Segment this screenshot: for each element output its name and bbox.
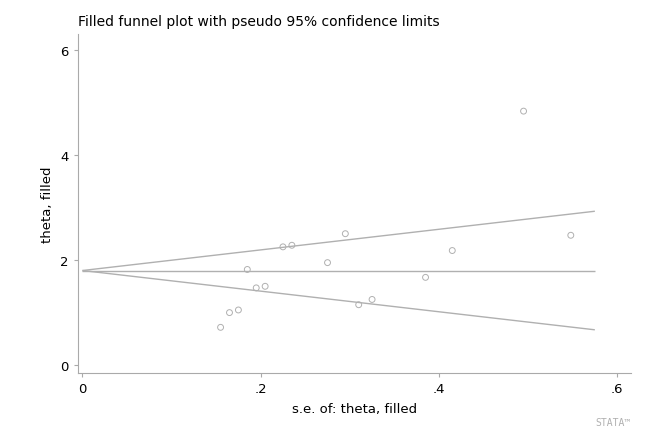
- Point: [322, 260, 333, 266]
- Point: [242, 266, 252, 273]
- Point: [340, 231, 350, 238]
- Point: [367, 296, 377, 303]
- Point: [566, 232, 576, 239]
- Point: [518, 108, 528, 115]
- Point: [251, 285, 261, 292]
- Text: Filled funnel plot with pseudo 95% confidence limits: Filled funnel plot with pseudo 95% confi…: [78, 16, 439, 30]
- Y-axis label: theta, filled: theta, filled: [40, 166, 53, 242]
- Point: [215, 324, 226, 331]
- Point: [287, 242, 297, 249]
- Point: [260, 283, 270, 290]
- Text: STATA™: STATA™: [595, 417, 630, 427]
- X-axis label: s.e. of: theta, filled: s.e. of: theta, filled: [292, 402, 417, 415]
- Point: [278, 244, 288, 251]
- Point: [447, 247, 458, 254]
- Point: [233, 307, 244, 314]
- Point: [224, 309, 235, 316]
- Point: [421, 274, 431, 281]
- Point: [354, 302, 364, 309]
